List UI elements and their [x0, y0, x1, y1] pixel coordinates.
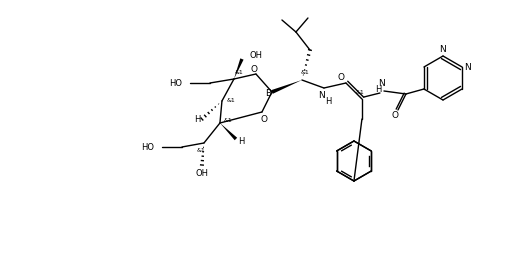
- Text: &1: &1: [355, 91, 365, 95]
- Text: OH: OH: [195, 168, 208, 177]
- Text: HO: HO: [169, 79, 182, 88]
- Text: H: H: [325, 97, 331, 105]
- Polygon shape: [234, 58, 243, 79]
- Text: O: O: [391, 111, 399, 120]
- Text: &1: &1: [197, 147, 205, 153]
- Polygon shape: [271, 80, 302, 94]
- Polygon shape: [220, 123, 237, 140]
- Text: O: O: [338, 72, 344, 81]
- Text: H: H: [194, 114, 200, 123]
- Text: &1: &1: [235, 69, 243, 74]
- Text: N: N: [379, 79, 385, 88]
- Text: O: O: [261, 114, 268, 123]
- Text: H: H: [375, 84, 381, 93]
- Text: &1: &1: [301, 70, 309, 76]
- Text: N: N: [440, 46, 446, 55]
- Text: B: B: [265, 89, 271, 98]
- Text: O: O: [250, 65, 258, 73]
- Text: H: H: [238, 136, 244, 145]
- Text: N: N: [318, 91, 325, 101]
- Text: HO: HO: [141, 143, 154, 152]
- Text: &1: &1: [224, 119, 232, 123]
- Text: OH: OH: [250, 50, 263, 59]
- Text: &1: &1: [227, 99, 235, 103]
- Text: N: N: [464, 62, 470, 71]
